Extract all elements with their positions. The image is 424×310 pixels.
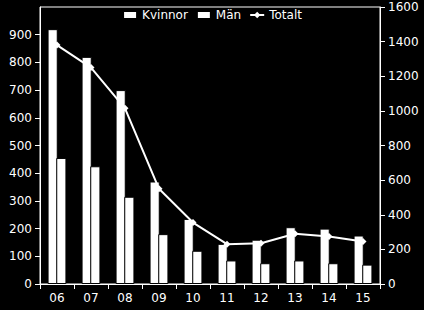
svg-text:Män: Män xyxy=(216,8,241,22)
svg-text:0: 0 xyxy=(388,277,396,291)
svg-text:200: 200 xyxy=(388,242,411,256)
svg-text:1200: 1200 xyxy=(388,69,419,83)
svg-text:400: 400 xyxy=(9,166,32,180)
svg-text:Kvinnor: Kvinnor xyxy=(142,8,188,22)
svg-text:600: 600 xyxy=(9,111,32,125)
svg-text:15: 15 xyxy=(355,291,370,305)
svg-text:800: 800 xyxy=(388,139,411,153)
svg-text:13: 13 xyxy=(287,291,302,305)
svg-text:11: 11 xyxy=(219,291,234,305)
svg-text:400: 400 xyxy=(388,208,411,222)
svg-text:1400: 1400 xyxy=(388,35,419,49)
svg-text:06: 06 xyxy=(49,291,64,305)
svg-text:600: 600 xyxy=(388,173,411,187)
svg-text:300: 300 xyxy=(9,194,32,208)
svg-text:08: 08 xyxy=(117,291,132,305)
svg-text:14: 14 xyxy=(321,291,336,305)
svg-text:0: 0 xyxy=(24,277,32,291)
svg-text:1000: 1000 xyxy=(388,104,419,118)
svg-text:900: 900 xyxy=(9,28,32,42)
svg-text:700: 700 xyxy=(9,83,32,97)
svg-text:Totalt: Totalt xyxy=(268,8,302,22)
svg-text:09: 09 xyxy=(151,291,166,305)
svg-text:10: 10 xyxy=(185,291,200,305)
svg-text:12: 12 xyxy=(253,291,268,305)
svg-text:500: 500 xyxy=(9,139,32,153)
svg-text:100: 100 xyxy=(9,249,32,263)
svg-text:07: 07 xyxy=(83,291,98,305)
svg-text:200: 200 xyxy=(9,222,32,236)
svg-text:800: 800 xyxy=(9,55,32,69)
svg-text:1600: 1600 xyxy=(388,0,419,14)
